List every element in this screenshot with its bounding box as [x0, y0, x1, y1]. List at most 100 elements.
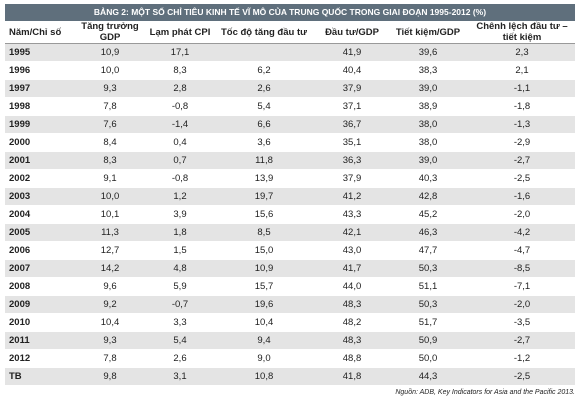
table-cell: 11,3	[71, 223, 149, 242]
table-cell: 8,5	[211, 223, 317, 242]
table-cell: 41,2	[317, 187, 387, 206]
table-cell: 48,3	[317, 331, 387, 350]
table-cell: 39,6	[387, 43, 469, 62]
table-cell: 38,9	[387, 97, 469, 116]
table-cell: 15,7	[211, 277, 317, 296]
table-cell: 46,3	[387, 223, 469, 242]
table-cell: 4,8	[149, 259, 211, 278]
table-cell: -3,5	[469, 313, 575, 332]
table-row: 1996 10,0 8,3 6,2 40,4 38,3 2,1	[5, 61, 575, 80]
table-cell: -0,7	[149, 295, 211, 314]
table-cell: 9,4	[211, 331, 317, 350]
table-row: 2012 7,8 2,6 9,0 48,8 50,0 -1,2	[5, 349, 575, 368]
column-header: Tốc độ tăng đầu tư	[211, 21, 317, 44]
header-row: Năm/Chỉ số Tăng trưởng GDP Lạm phát CPI Tốc…	[5, 21, 575, 44]
table-cell: -0,8	[149, 169, 211, 188]
table-row: 2004 10,1 3,9 15,6 43,3 45,2 -2,0	[5, 205, 575, 224]
table-cell: 1,5	[149, 241, 211, 260]
table-cell: 10,9	[211, 259, 317, 278]
table-cell: 41,8	[317, 367, 387, 386]
table-cell: 17,1	[149, 43, 211, 62]
table-cell: 42,8	[387, 187, 469, 206]
table-row: 2011 9,3 5,4 9,4 48,3 50,9 -2,7	[5, 331, 575, 350]
table-row: TB 9,8 3,1 10,8 41,8 44,3 -2,5	[5, 367, 575, 386]
table-cell: 50,3	[387, 295, 469, 314]
table-cell: 43,3	[317, 205, 387, 224]
table-cell: 51,1	[387, 277, 469, 296]
row-label: 2011	[5, 331, 71, 350]
row-label: 2006	[5, 241, 71, 260]
table-cell: -1,8	[469, 97, 575, 116]
table-cell: 10,4	[211, 313, 317, 332]
table-cell: 3,3	[149, 313, 211, 332]
table-row: 2007 14,2 4,8 10,9 41,7 50,3 -8,5	[5, 259, 575, 278]
column-header: Lạm phát CPI	[149, 21, 211, 44]
table-row: 2000 8,4 0,4 3,6 35,1 38,0 -2,9	[5, 133, 575, 152]
row-label: 2004	[5, 205, 71, 224]
table-row: 2008 9,6 5,9 15,7 44,0 51,1 -7,1	[5, 277, 575, 296]
table-cell: -1,6	[469, 187, 575, 206]
empty-cell	[211, 43, 317, 62]
table-cell: 35,1	[317, 133, 387, 152]
table-title: BẢNG 2: MỘT SỐ CHỈ TIÊU KINH TẾ VĨ MÔ CỦ…	[5, 4, 575, 21]
table-cell: 36,3	[317, 151, 387, 170]
row-label: TB	[5, 367, 71, 386]
column-header: Chênh lệch đầu tư – tiết kiệm	[469, 21, 575, 44]
table-cell: 9,3	[71, 331, 149, 350]
table-cell: 5,9	[149, 277, 211, 296]
table-cell: 14,2	[71, 259, 149, 278]
table-cell: 36,7	[317, 115, 387, 134]
table-cell: -2,9	[469, 133, 575, 152]
table-cell: 42,1	[317, 223, 387, 242]
table-cell: -2,5	[469, 367, 575, 386]
table-cell: 12,7	[71, 241, 149, 260]
table-cell: 5,4	[149, 331, 211, 350]
table-cell: 44,3	[387, 367, 469, 386]
table-cell: 2,6	[149, 349, 211, 368]
table-cell: 10,8	[211, 367, 317, 386]
table-cell: 15,6	[211, 205, 317, 224]
table-row: 2005 11,3 1,8 8,5 42,1 46,3 -4,2	[5, 223, 575, 242]
table-cell: 6,2	[211, 61, 317, 80]
table-cell: 48,2	[317, 313, 387, 332]
table-cell: 3,1	[149, 367, 211, 386]
table-cell: 8,3	[71, 151, 149, 170]
table-row: 2006 12,7 1,5 15,0 43,0 47,7 -4,7	[5, 241, 575, 260]
row-label: 2000	[5, 133, 71, 152]
column-header: Tăng trưởng GDP	[71, 21, 149, 44]
table-cell: -2,7	[469, 331, 575, 350]
row-label: 2009	[5, 295, 71, 314]
table-block: BẢNG 2: MỘT SỐ CHỈ TIÊU KINH TẾ VĨ MÔ CỦ…	[5, 4, 575, 396]
table-cell: 10,4	[71, 313, 149, 332]
table-cell: 9,0	[211, 349, 317, 368]
row-label: 2012	[5, 349, 71, 368]
table-cell: 1,8	[149, 223, 211, 242]
table-cell: 38,0	[387, 133, 469, 152]
table-cell: 37,9	[317, 169, 387, 188]
source-note: Nguồn: ADB, Key Indicators for Asia and …	[395, 389, 575, 396]
table-cell: 0,4	[149, 133, 211, 152]
table-cell: 10,1	[71, 205, 149, 224]
table-cell: 38,3	[387, 61, 469, 80]
table-cell: 15,0	[211, 241, 317, 260]
row-label: 2005	[5, 223, 71, 242]
table-cell: 7,8	[71, 349, 149, 368]
row-label: 1998	[5, 97, 71, 116]
table-cell: 2,8	[149, 79, 211, 98]
row-label: 2003	[5, 187, 71, 206]
table-cell: 3,6	[211, 133, 317, 152]
row-label: 1996	[5, 61, 71, 80]
table-cell: 9,2	[71, 295, 149, 314]
table-row: 1995 10,9 17,1 41,9 39,6 2,3	[5, 43, 575, 62]
column-header: Tiết kiệm/GDP	[387, 21, 469, 44]
table-body: 1995 10,9 17,1 41,9 39,6 2,3 1996 10,0 8,3 6,2 40,…	[5, 43, 575, 386]
row-label: 1997	[5, 79, 71, 98]
table-cell: 51,7	[387, 313, 469, 332]
table-cell: -4,7	[469, 241, 575, 260]
table-row: 2001 8,3 0,7 11,8 36,3 39,0 -2,7	[5, 151, 575, 170]
table-cell: 8,3	[149, 61, 211, 80]
row-label: 1999	[5, 115, 71, 134]
table-row: 1999 7,6 -1,4 6,6 36,7 38,0 -1,3	[5, 115, 575, 134]
table-cell: 40,3	[387, 169, 469, 188]
table-cell: 3,9	[149, 205, 211, 224]
